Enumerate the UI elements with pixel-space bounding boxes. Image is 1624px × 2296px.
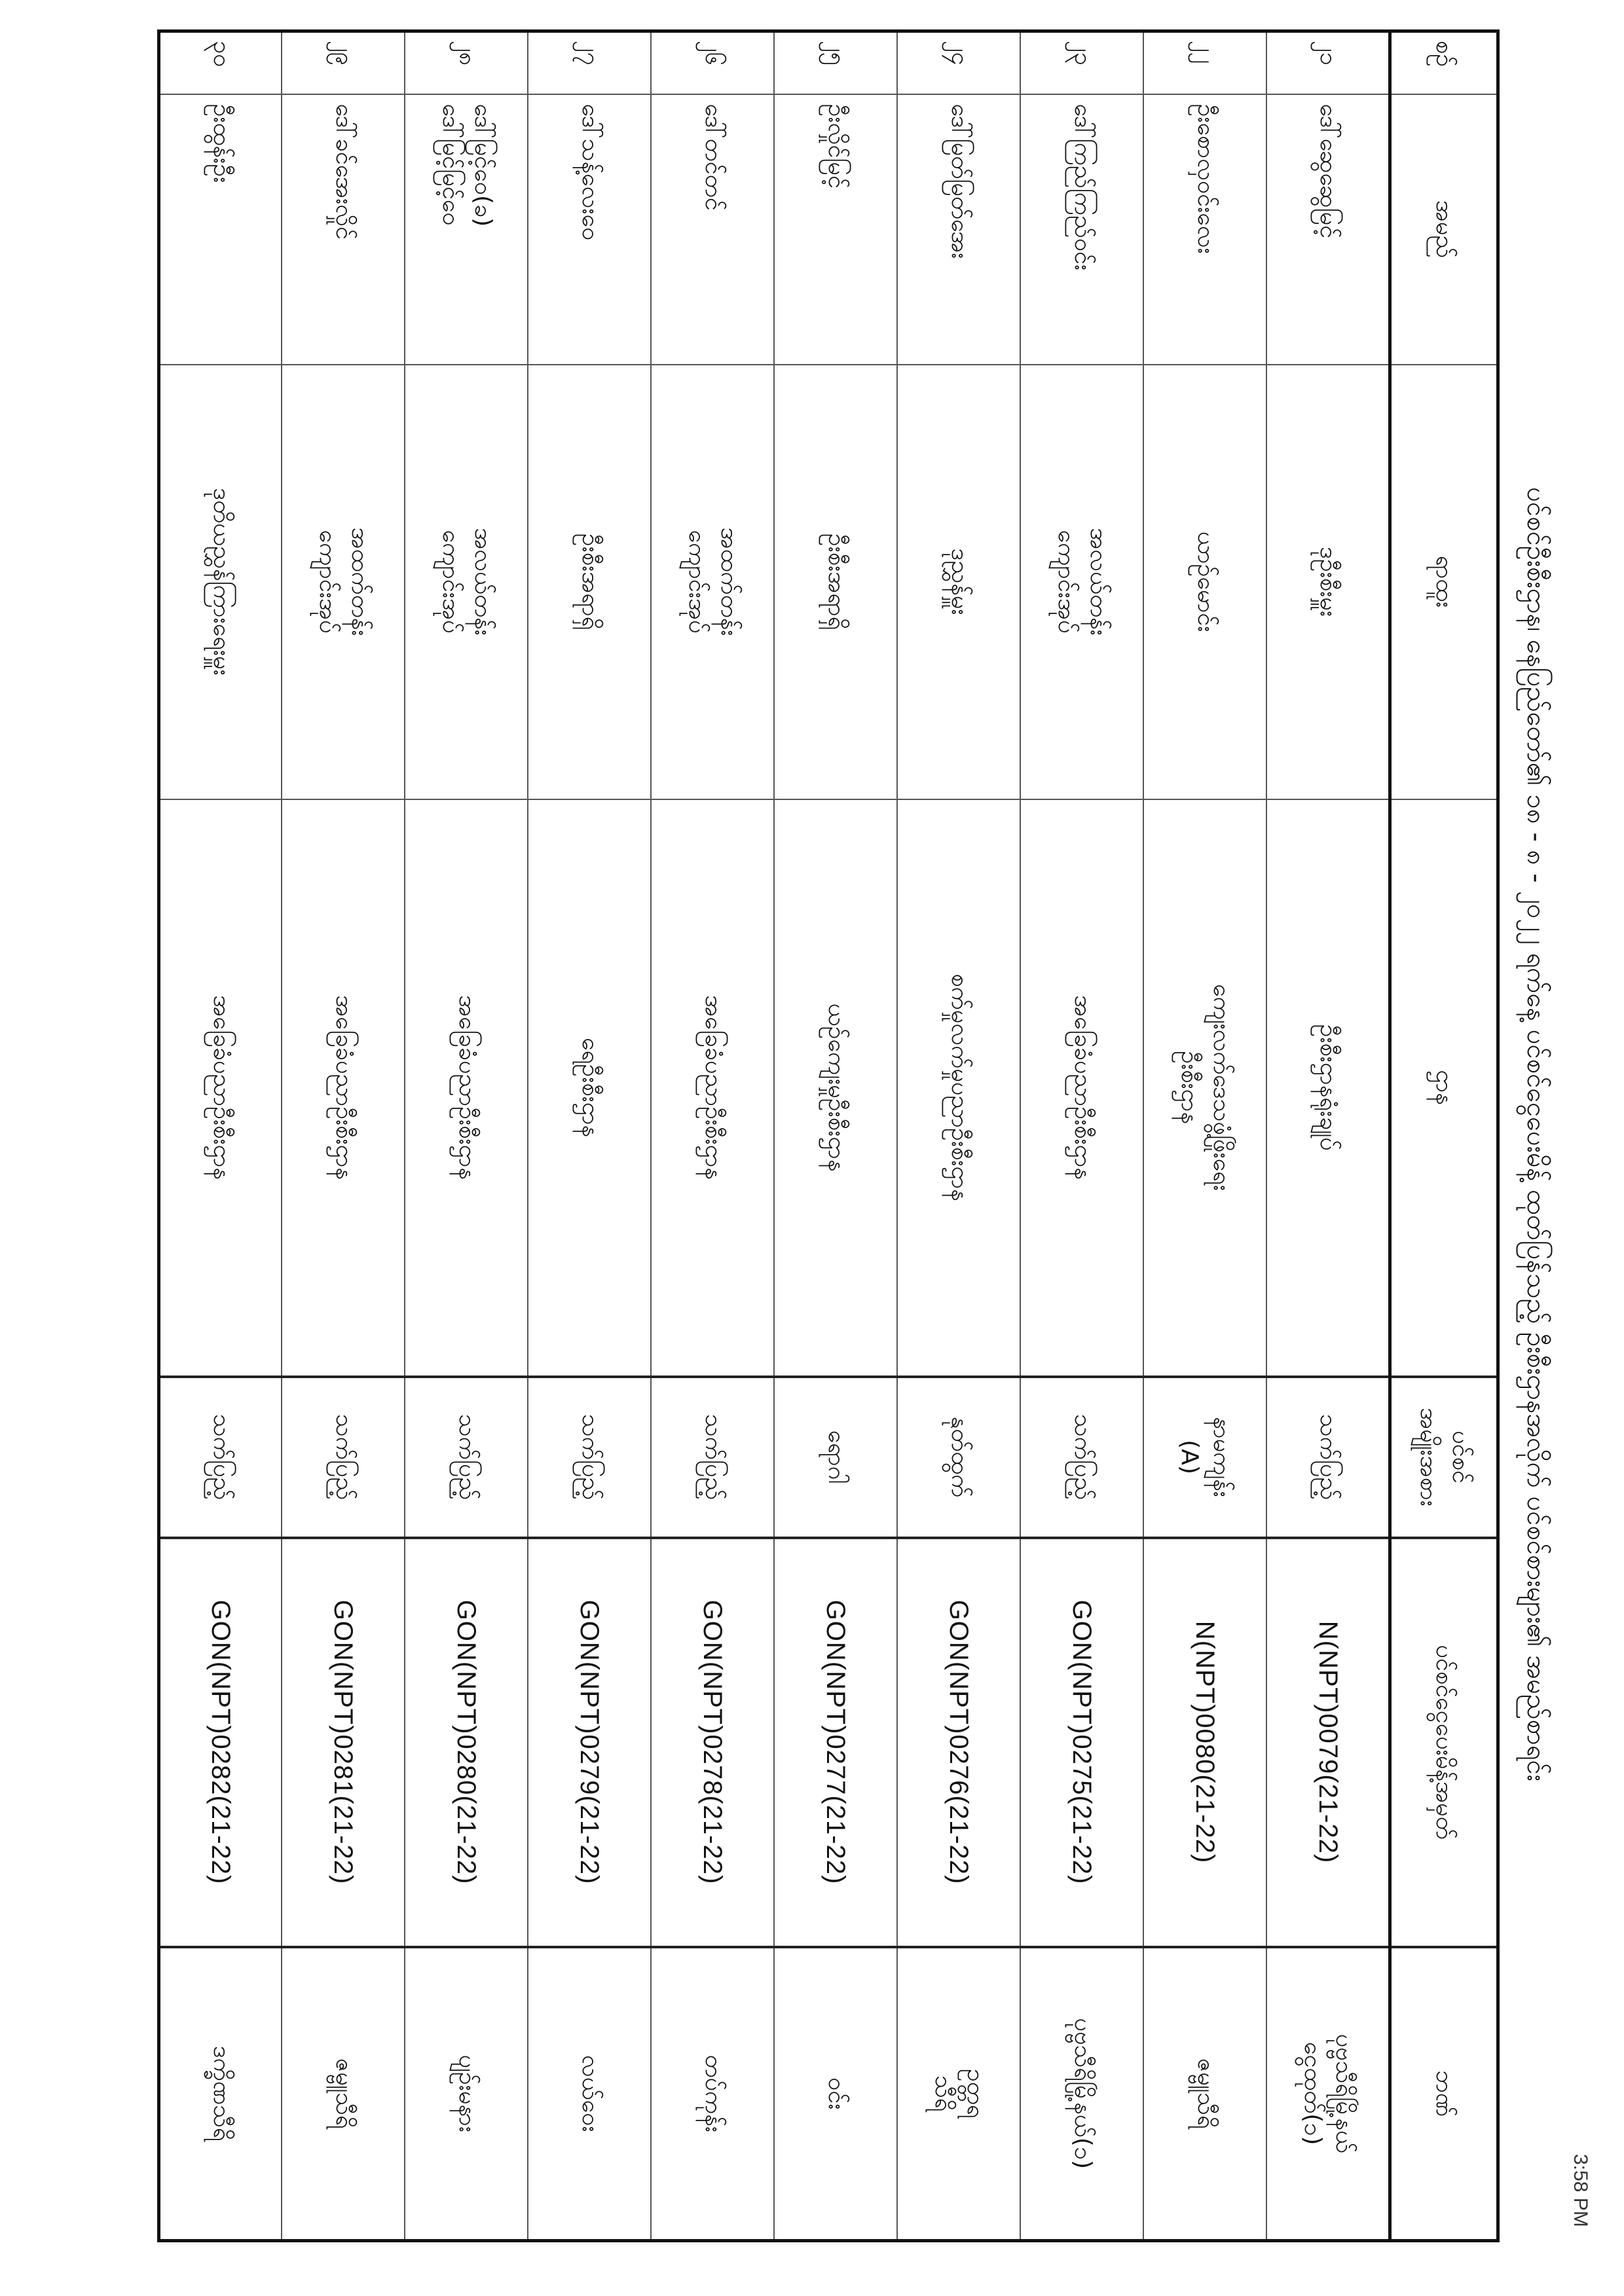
department-cell: အခြေခံပညာဦးစီးဌာန bbox=[405, 799, 528, 1377]
rank-cell: ယာဉ်မောင်း bbox=[1143, 364, 1267, 799]
bank-cell: ဇမ္ဗူသီရိ bbox=[1143, 1946, 1267, 2241]
pension-type-cell: နာမကျန်း (A) bbox=[1143, 1376, 1267, 1538]
pension-order-number-cell: GON(NPT)0280(21-22) bbox=[405, 1537, 528, 1947]
pension-type-cell: သက်ပြည့် bbox=[158, 1376, 282, 1538]
rank-cell: ဦးစီးအရာရှိ bbox=[528, 364, 652, 799]
pension-order-number-cell: N(NPT)0080(21-22) bbox=[1143, 1537, 1267, 1947]
header-rank: ရာထူး bbox=[1390, 364, 1498, 799]
pension-order-number-cell: GON(NPT)0278(21-22) bbox=[651, 1537, 775, 1947]
header-department: ဌာန bbox=[1390, 799, 1498, 1377]
department-cell: ရေဦးစီးဌာန bbox=[528, 799, 652, 1377]
table-row: ၂၃ ဒေါ်ကြည်ကြည်ဝင်း အလယ်တန်း ကျောင်းအုပ် အခ… bbox=[1020, 31, 1144, 2241]
pension-type-cell: နုတ်ထွက် bbox=[897, 1376, 1021, 1538]
department-cell: အခြေခံပညာဦးစီးဌာန bbox=[1020, 799, 1144, 1377]
department-cell: ဦးစီးဌာနရုံးချုပ် bbox=[1266, 799, 1390, 1377]
bank-cell: လယ်ဝေး bbox=[528, 1946, 652, 2241]
rank-cell: အလယ်တန်း ကျောင်းအုပ် bbox=[405, 364, 528, 799]
header-name: အမည် bbox=[1390, 94, 1498, 365]
bank-cell: ဝင်း bbox=[774, 1946, 898, 2241]
rank-cell: အထက်တန်း ကျောင်းအုပ် bbox=[282, 364, 405, 799]
bank-cell: တပ်ကုန်း bbox=[651, 1946, 775, 2241]
table-row: ၃၀ ဦးထွန်းဦး ဒုတိယညွှန်ကြားရေးမှူး အခြေခံပည… bbox=[158, 31, 282, 2241]
pension-order-number-cell: GON(NPT)0281(21-22) bbox=[282, 1537, 405, 1947]
pension-type-cell: သက်ပြည့် bbox=[1020, 1376, 1144, 1538]
table-row: ၂၅ ဦးလှိုင်မြင့် ဦးစီးအရာရှိ ယဉ်ကျေးမှုဦးစီ… bbox=[774, 31, 898, 2241]
bank-cell: ပုဗ္ဗသီရိမြို့နယ်(၁) bbox=[1020, 1946, 1144, 2241]
pensioner-name-cell: ဒေါ်တင်တင် bbox=[651, 94, 775, 365]
pension-type-cell: သက်ပြည့် bbox=[405, 1376, 528, 1538]
bank-cell: ဥတ္တရ သီရိ bbox=[897, 1946, 1021, 2241]
table-header-row: စဉ် အမည် ရာထူး ဌာန ပင်စင် အမျိုးအစား ပင်… bbox=[1390, 31, 1498, 2241]
row-number-cell: ၂၉ bbox=[282, 31, 405, 94]
header-order-no: ပင်စင်ငွေပေးမိန့်အမှတ် bbox=[1390, 1537, 1498, 1947]
table-row: ၂၄ ဒေါ်မြတ်မြတ်အေး ဒုညွှန်မှူး စက်မှုလက်မှု… bbox=[897, 31, 1021, 2241]
pensioner-table: စဉ် အမည် ရာထူး ဌာန ပင်စင် အမျိုးအစား ပင်… bbox=[157, 29, 1500, 2242]
table-row: ၂၉ ဒေါ်ခင်အေးလှိုင် အထက်တန်း ကျောင်းအုပ် အခ… bbox=[282, 31, 405, 2241]
header-bank: ဘဏ် bbox=[1390, 1946, 1498, 2241]
row-number-cell: ၂၄ bbox=[897, 31, 1021, 94]
table-row: ၂၂ ဦးစောလှဝင်းလေး ယာဉ်မောင်း ကျေးလက်ဒေသဖွံ့… bbox=[1143, 31, 1267, 2241]
bank-cell: ဇမ္ဗူသီရိ bbox=[282, 1946, 405, 2241]
table-row: ၂၆ ဒေါ်တင်တင် အထက်တန်း ကျောင်းအုပ် အခြေခံပည… bbox=[651, 31, 775, 2241]
department-cell: ယဉ်ကျေးမှုဦးစီးဌာန bbox=[774, 799, 898, 1377]
rank-cell: ဒုတိယညွှန်ကြားရေးမှူး bbox=[158, 364, 282, 799]
table-row: ၂၇ ဒေါ်သန့်လေးဝေ ဦးစီးအရာရှိ ရေဦးစီးဌာန သက်ပ… bbox=[528, 31, 652, 2241]
rank-cell: အထက်တန်း ကျောင်းအုပ် bbox=[651, 364, 775, 799]
pensioner-name-cell: ဒေါ်ကြည်ကြည်ဝင်း bbox=[1020, 94, 1144, 365]
pension-order-number-cell: N(NPT)0079(21-22) bbox=[1266, 1537, 1390, 1947]
row-number-cell: ၂၂ bbox=[1143, 31, 1267, 94]
bank-cell: ဒက္ခိဏသီရိ bbox=[158, 1946, 282, 2241]
pension-type-cell: သက်ပြည့် bbox=[651, 1376, 775, 1538]
bank-cell: ပုဗ္ဗသီရိမြို့နယ် ငွေထုတ်(၁) bbox=[1266, 1946, 1390, 2241]
pension-type-cell: သက်ပြည့် bbox=[282, 1376, 405, 1538]
row-number-cell: ၂၅ bbox=[774, 31, 898, 94]
pensioner-name-cell: ဦးထွန်းဦး bbox=[158, 94, 282, 365]
department-cell: အခြေခံပညာဦးစီးဌာန bbox=[282, 799, 405, 1377]
department-cell: စက်မှုလက်မှုပညာဦးစီးဌာန bbox=[897, 799, 1021, 1377]
table-row: ၂၁ ဒေါ်ဆွေဆွေမြင့် ဒုဦးစီးမှူး ဦးစီးဌာနရုံး… bbox=[1266, 31, 1390, 2241]
row-number-cell: ၃၀ bbox=[158, 31, 282, 94]
pensioner-name-cell: ဦးစောလှဝင်းလေး bbox=[1143, 94, 1267, 365]
row-number-cell: ၂၈ bbox=[405, 31, 528, 94]
rank-cell: ဒုညွှန်မှူး bbox=[897, 364, 1021, 799]
department-cell: အခြေခံပညာဦးစီးဌာန bbox=[651, 799, 775, 1377]
pension-order-number-cell: GON(NPT)0276(21-22) bbox=[897, 1537, 1021, 1947]
pension-order-number-cell: GON(NPT)0282(21-22) bbox=[158, 1537, 282, 1947]
row-number-cell: ၂၃ bbox=[1020, 31, 1144, 94]
pension-type-cell: သက်ပြည့် bbox=[528, 1376, 652, 1538]
document-title: ပင်စင်ဦးစီးဌာန၊ နေပြည်တော်၏ ၁၈ - ၈ - ၂၀၂… bbox=[1521, 487, 1551, 1781]
pension-type-cell: ရောဂါ bbox=[774, 1376, 898, 1538]
pensioner-name-cell: ဒေါ်ခင်အေးလှိုင် bbox=[282, 94, 405, 365]
row-number-cell: ၂၁ bbox=[1266, 31, 1390, 94]
table-row: ၂၈ ဒေါ်မြင့်ဝေ(ခ) ဒေါ်မြင့်မြင့်ဝေ အလယ်တန်… bbox=[405, 31, 528, 2241]
pensioner-name-cell: ဦးလှိုင်မြင့် bbox=[774, 94, 898, 365]
pensioner-name-cell: ဒေါ်မြတ်မြတ်အေး bbox=[897, 94, 1021, 365]
pension-order-number-cell: GON(NPT)0279(21-22) bbox=[528, 1537, 652, 1947]
pension-order-number-cell: GON(NPT)0275(21-22) bbox=[1020, 1537, 1144, 1947]
rank-cell: ဒုဦးစီးမှူး bbox=[1266, 364, 1390, 799]
timestamp: 3:58 PM bbox=[1570, 2154, 1591, 2227]
pensioner-name-cell: ဒေါ်သန့်လေးဝေ bbox=[528, 94, 652, 365]
row-number-cell: ၂၆ bbox=[651, 31, 775, 94]
header-pension-type: ပင်စင် အမျိုးအစား bbox=[1390, 1376, 1498, 1538]
department-cell: အခြေခံပညာဦးစီးဌာန bbox=[158, 799, 282, 1377]
rank-cell: အလယ်တန်း ကျောင်းအုပ် bbox=[1020, 364, 1144, 799]
row-number-cell: ၂၇ bbox=[528, 31, 652, 94]
pension-type-cell: သက်ပြည့် bbox=[1266, 1376, 1390, 1538]
department-cell: ကျေးလက်ဒေသဖွံ့ဖြိုးရေး ဦးစီးဌာန bbox=[1143, 799, 1267, 1377]
pensioner-name-cell: ဒေါ်ဆွေဆွေမြင့် bbox=[1266, 94, 1390, 365]
pension-order-number-cell: GON(NPT)0277(21-22) bbox=[774, 1537, 898, 1947]
rank-cell: ဦးစီးအရာရှိ bbox=[774, 364, 898, 799]
bank-cell: ပျဉ်းမနား bbox=[405, 1946, 528, 2241]
header-no: စဉ် bbox=[1390, 31, 1498, 94]
pensioner-name-cell: ဒေါ်မြင့်ဝေ(ခ) ဒေါ်မြင့်မြင့်ဝေ bbox=[405, 94, 528, 365]
